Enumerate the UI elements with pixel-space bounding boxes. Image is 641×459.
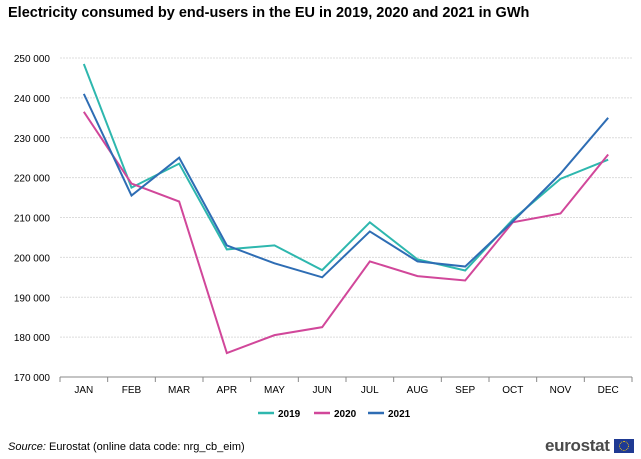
- source-text: Eurostat (online data code: nrg_cb_eim): [45, 441, 245, 453]
- x-tick-label: APR: [217, 385, 238, 396]
- x-tick-label: DEC: [598, 385, 619, 396]
- x-tick-label: JUL: [361, 385, 379, 396]
- y-tick-label: 240 000: [14, 94, 51, 105]
- x-tick-label: SEP: [455, 385, 475, 396]
- x-tick-label: JUN: [312, 385, 331, 396]
- x-tick-label: NOV: [550, 385, 572, 396]
- x-tick-label: OCT: [502, 385, 523, 396]
- y-tick-label: 220 000: [14, 174, 51, 185]
- x-tick-label: MAY: [264, 385, 285, 396]
- series-line-2021: [82, 93, 609, 279]
- y-tick-label: 180 000: [14, 333, 51, 344]
- y-tick-label: 190 000: [14, 293, 51, 304]
- eurostat-logo: eurostat: [545, 436, 634, 456]
- series-line-2020: [83, 111, 609, 355]
- source-label: Source:: [8, 441, 46, 453]
- logo-text: eurostat: [545, 436, 610, 455]
- y-tick-label: 200 000: [14, 253, 51, 264]
- legend-label-2021: 2021: [388, 409, 411, 420]
- legend-label-2020: 2020: [334, 409, 357, 420]
- series-line-2019: [82, 63, 609, 272]
- eu-flag-icon: [613, 439, 634, 453]
- x-tick-label: AUG: [407, 385, 429, 396]
- chart-title: Electricity consumed by end-users in the…: [8, 5, 530, 21]
- source-note: Source: Eurostat (online data code: nrg_…: [8, 441, 245, 453]
- x-tick-label: JAN: [74, 385, 93, 396]
- y-tick-label: 210 000: [14, 214, 51, 225]
- legend-label-2019: 2019: [278, 409, 301, 420]
- y-tick-label: 230 000: [14, 134, 51, 145]
- x-tick-label: MAR: [168, 385, 190, 396]
- y-tick-label: 250 000: [14, 54, 51, 65]
- y-tick-label: 170 000: [14, 373, 51, 384]
- x-tick-label: FEB: [122, 385, 142, 396]
